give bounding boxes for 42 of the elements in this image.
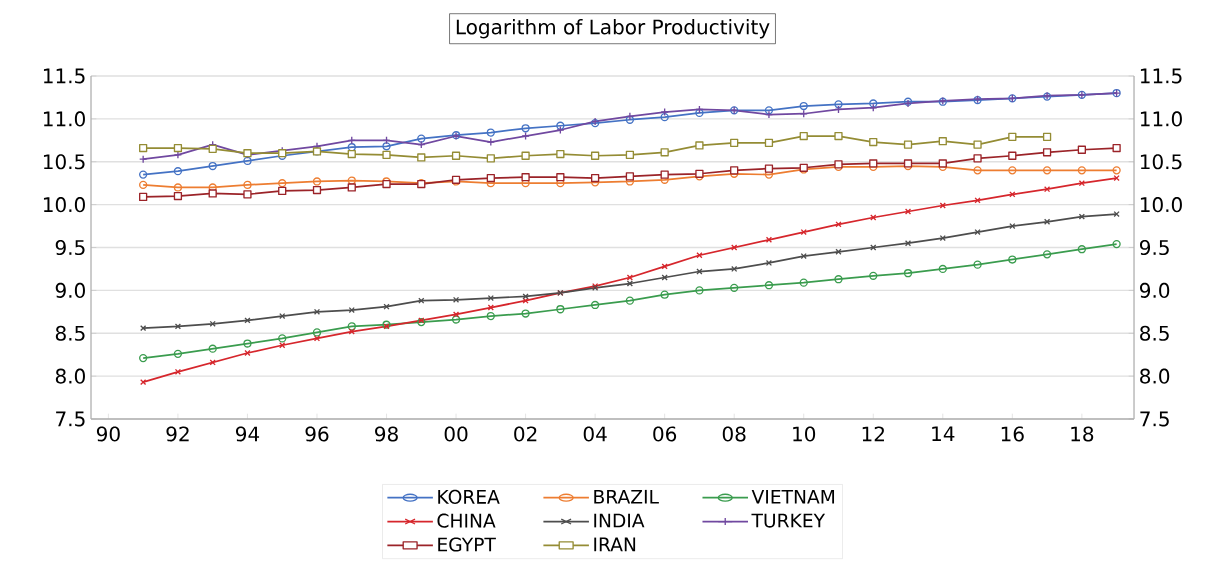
y-tick-label: 8.0 [55,368,85,384]
y2-tick-label: 11.5 [1140,68,1182,84]
x-tick-label: 96 [305,426,329,442]
y-tick-label: 9.5 [55,239,85,256]
legend-label: KOREA [438,489,500,504]
x-tick-label: 94 [235,426,260,442]
y-tick-label: 10.5 [43,154,85,170]
y-tick-label: 10.0 [43,197,85,213]
y2-tick-label: 8.0 [1140,368,1170,384]
y2-tick-label: 10.5 [1140,154,1182,170]
y2-tick-label: 11.0 [1140,111,1182,127]
y-tick-label: 7.5 [56,411,85,427]
y2-tick-label: 8.5 [1140,325,1169,341]
x-tick-label: 00 [444,426,468,442]
x-tick-label: 14 [932,426,955,441]
y-tick-label: 9.0 [55,282,85,298]
x-tick-label: 98 [375,426,398,442]
y-tick-label: 11.0 [43,111,85,127]
legend-label: BRAZIL [594,489,659,504]
legend-label: TURKEY [751,513,826,528]
y2-tick-label: 9.5 [1139,239,1169,256]
x-tick-label: 90 [96,426,120,442]
x-tick-label: 92 [166,426,189,442]
legend-label: EGYPT [438,537,496,552]
y2-tick-label: 9.0 [1139,282,1170,298]
y2-tick-label: 7.5 [1140,411,1169,427]
x-tick-label: 18 [1071,426,1094,442]
x-tick-label: 16 [1001,426,1024,442]
x-tick-label: 06 [653,426,677,442]
legend-label: IRAN [594,537,636,552]
legend-label: INDIA [594,513,645,528]
y2-tick-label: 10.0 [1140,197,1182,213]
chart-title: Logarithm of Labor Productivity [456,19,770,39]
y-tick-label: 11.5 [43,68,85,84]
x-tick-label: 10 [793,426,816,442]
y-tick-label: 8.5 [55,325,85,341]
x-tick-label: 08 [722,426,746,442]
legend-label: VIETNAM [751,489,835,504]
legend-label: CHINA [437,513,496,528]
x-tick-label: 12 [862,426,884,442]
x-tick-label: 04 [583,426,607,442]
x-tick-label: 02 [514,426,537,442]
